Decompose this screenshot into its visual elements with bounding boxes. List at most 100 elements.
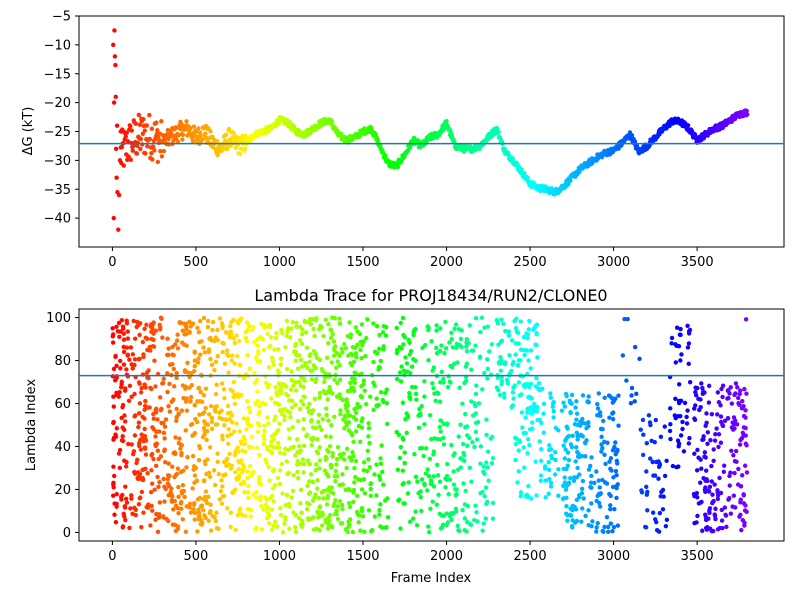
lambda-point [225, 403, 231, 409]
lambda-point [674, 464, 679, 470]
lambda-point [137, 443, 142, 449]
lambda-point [196, 356, 201, 361]
lambda-point [599, 442, 604, 447]
lambda-point [457, 528, 462, 534]
lambda-point [120, 434, 125, 439]
lambda-point [133, 507, 139, 512]
lambda-point [664, 517, 670, 523]
lambda-y-axis-label: Lambda Index [24, 379, 39, 472]
lambda-point [507, 371, 513, 376]
lambda-point [129, 394, 134, 400]
lambda-point [534, 375, 539, 381]
lambda-point [215, 459, 220, 465]
lambda-point [605, 440, 610, 445]
lambda-point [614, 495, 619, 501]
lambda-point [525, 410, 530, 415]
lambda-point [294, 437, 300, 442]
lambda-point [542, 466, 548, 471]
lambda-point [548, 484, 554, 489]
lambda-point [242, 490, 247, 495]
lambda-point [257, 404, 262, 409]
lambda-point [538, 478, 544, 483]
lambda-point [431, 452, 436, 457]
lambda-point [740, 473, 745, 478]
lambda-point [602, 395, 607, 401]
lambda-point [121, 349, 127, 355]
delta-g-point [221, 146, 226, 152]
lambda-point [167, 362, 173, 367]
lambda-point [196, 386, 201, 391]
lambda-point [340, 350, 345, 355]
lambda-point [394, 325, 399, 331]
lambda-point [459, 328, 464, 333]
lambda-point [260, 337, 265, 342]
lambda-point [538, 447, 544, 452]
lambda-point [185, 454, 190, 460]
lambda-point [187, 501, 193, 507]
lambda-point [245, 506, 251, 512]
lambda-point [574, 507, 579, 512]
lambda-point [148, 523, 153, 528]
lambda-point [687, 379, 693, 385]
lambda-point [340, 472, 345, 477]
lambda-point [120, 402, 126, 408]
lambda-point [323, 317, 328, 323]
lambda-point [191, 467, 196, 472]
lambda-point [215, 422, 220, 427]
lambda-point [192, 402, 197, 408]
lambda-point [398, 444, 404, 450]
delta-g-point [155, 128, 160, 133]
lambda-point [188, 510, 194, 515]
lambda-point [252, 370, 257, 376]
lambda-point [680, 426, 685, 432]
lambda-point [305, 483, 310, 489]
lambda-point [213, 359, 219, 365]
delta-g-point [155, 159, 161, 165]
lambda-point [729, 401, 735, 406]
delta-g-point [147, 112, 152, 118]
lambda-point [299, 341, 305, 346]
lambda-point [264, 415, 270, 420]
lambda-point [201, 393, 207, 398]
lambda-point [266, 421, 271, 426]
lambda-point [161, 476, 166, 482]
lambda-point [246, 422, 251, 428]
lambda-point [244, 427, 249, 432]
lambda-point [289, 326, 294, 331]
lambda-point [218, 488, 224, 494]
lambda-point [131, 318, 136, 324]
lambda-point [571, 478, 577, 484]
lambda-point [526, 327, 532, 332]
lambda-point [660, 507, 666, 512]
lambda-point [242, 441, 248, 447]
lambda-point [527, 442, 532, 448]
x-tick-label: 0 [108, 549, 116, 564]
lambda-point [359, 355, 364, 361]
lambda-point [583, 513, 588, 519]
lambda-point [346, 524, 351, 529]
delta-g-point [142, 128, 148, 133]
lambda-point [610, 528, 615, 534]
lambda-point [522, 384, 528, 389]
lambda-point [129, 493, 134, 498]
lambda-point [192, 510, 198, 515]
lambda-point [608, 456, 614, 461]
lambda-point [354, 354, 359, 360]
lambda-point [425, 488, 430, 493]
lambda-point [365, 317, 370, 322]
lambda-point [625, 316, 630, 322]
lambda-point [287, 526, 292, 531]
lambda-point [182, 332, 187, 337]
lambda-point [222, 395, 227, 401]
lambda-point [170, 344, 175, 350]
lambda-point [171, 366, 177, 372]
lambda-point [353, 458, 359, 464]
lambda-point [474, 383, 479, 388]
lambda-point [377, 332, 382, 338]
lambda-point [333, 478, 338, 484]
lambda-point [447, 340, 452, 345]
lambda-point [159, 420, 164, 426]
lambda-point [612, 445, 617, 450]
